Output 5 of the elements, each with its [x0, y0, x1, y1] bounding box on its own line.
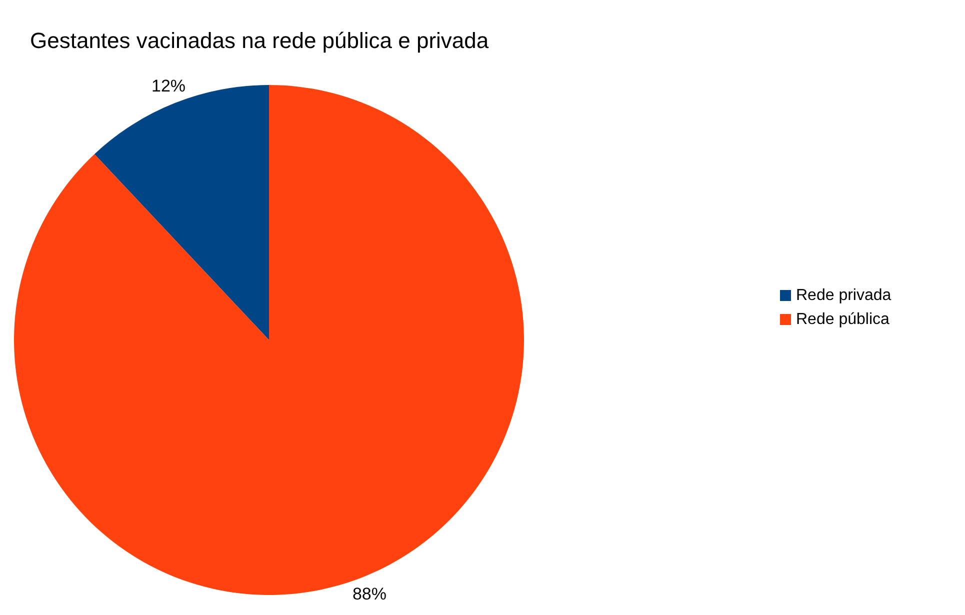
legend-label: Rede pública	[796, 311, 890, 328]
data-label: 12%	[151, 76, 186, 96]
data-label: 88%	[352, 584, 387, 604]
chart-title: Gestantes vacinadas na rede pública e privada	[30, 28, 490, 53]
legend-label: Rede privada	[796, 287, 892, 304]
